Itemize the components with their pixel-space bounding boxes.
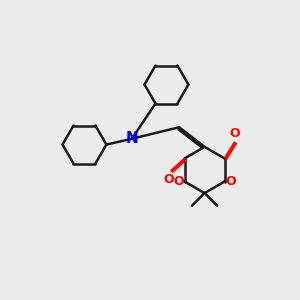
Text: O: O (230, 127, 240, 140)
Text: O: O (163, 173, 174, 186)
Text: N: N (125, 131, 138, 146)
Text: O: O (173, 175, 184, 188)
Text: O: O (225, 175, 236, 188)
